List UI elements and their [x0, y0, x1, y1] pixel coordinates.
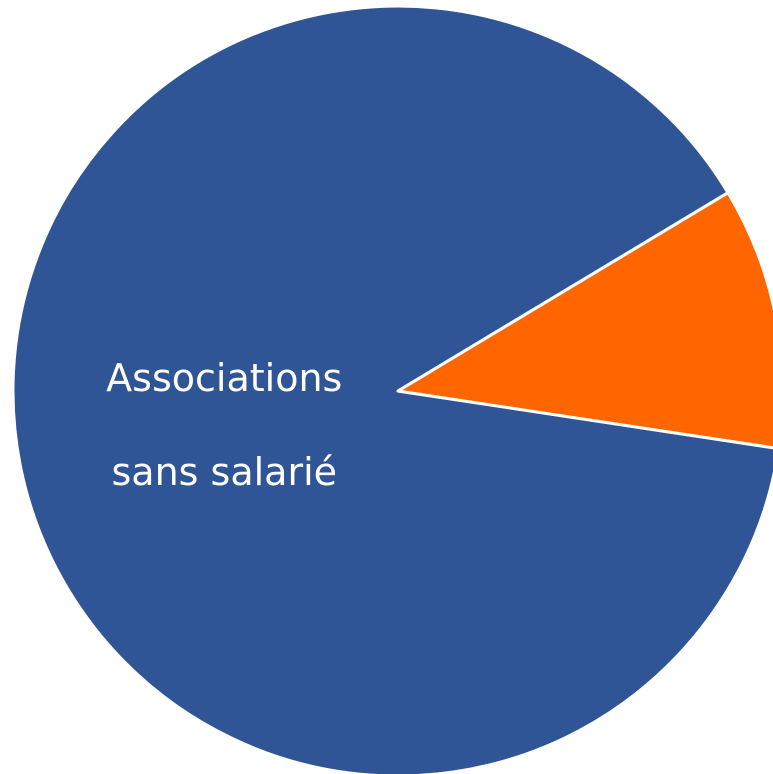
pie-slice [11, 4, 773, 774]
slice-label: Associations sans salarié [106, 356, 343, 495]
pie-slice [396, 191, 773, 450]
